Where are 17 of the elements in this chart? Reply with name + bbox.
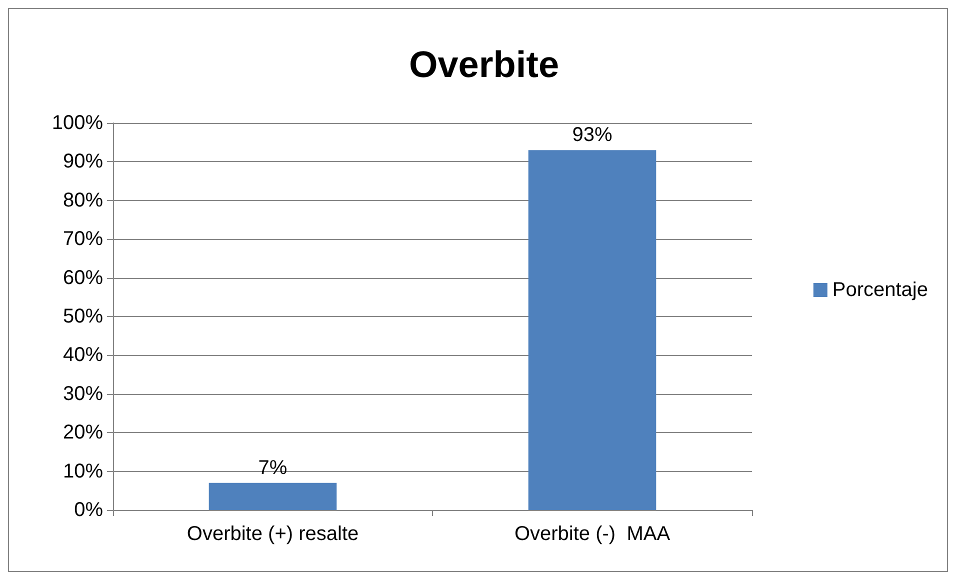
y-tick-label: 100%	[52, 112, 104, 134]
y-tick-label: 10%	[62, 460, 104, 482]
data-label: 93%	[572, 124, 612, 146]
legend-label: Porcentaje	[832, 279, 928, 301]
y-tick-label: 20%	[62, 422, 104, 444]
x-tick-label: Overbite (+) resalte	[186, 523, 359, 545]
y-tick-label: 70%	[62, 228, 104, 250]
y-tick-label: 60%	[62, 266, 104, 289]
data-label: 7%	[258, 456, 288, 479]
y-tick-label: 50%	[62, 306, 104, 328]
y-tick-label: 40%	[62, 344, 104, 366]
y-tick-label: 30%	[62, 382, 104, 405]
y-tick-label: 80%	[62, 189, 104, 212]
chart-title: Overbite	[408, 44, 560, 85]
y-tick-label: 0%	[74, 499, 104, 521]
x-tick-label: Overbite (-) MAA	[514, 523, 671, 545]
y-tick-label: 90%	[62, 150, 104, 173]
